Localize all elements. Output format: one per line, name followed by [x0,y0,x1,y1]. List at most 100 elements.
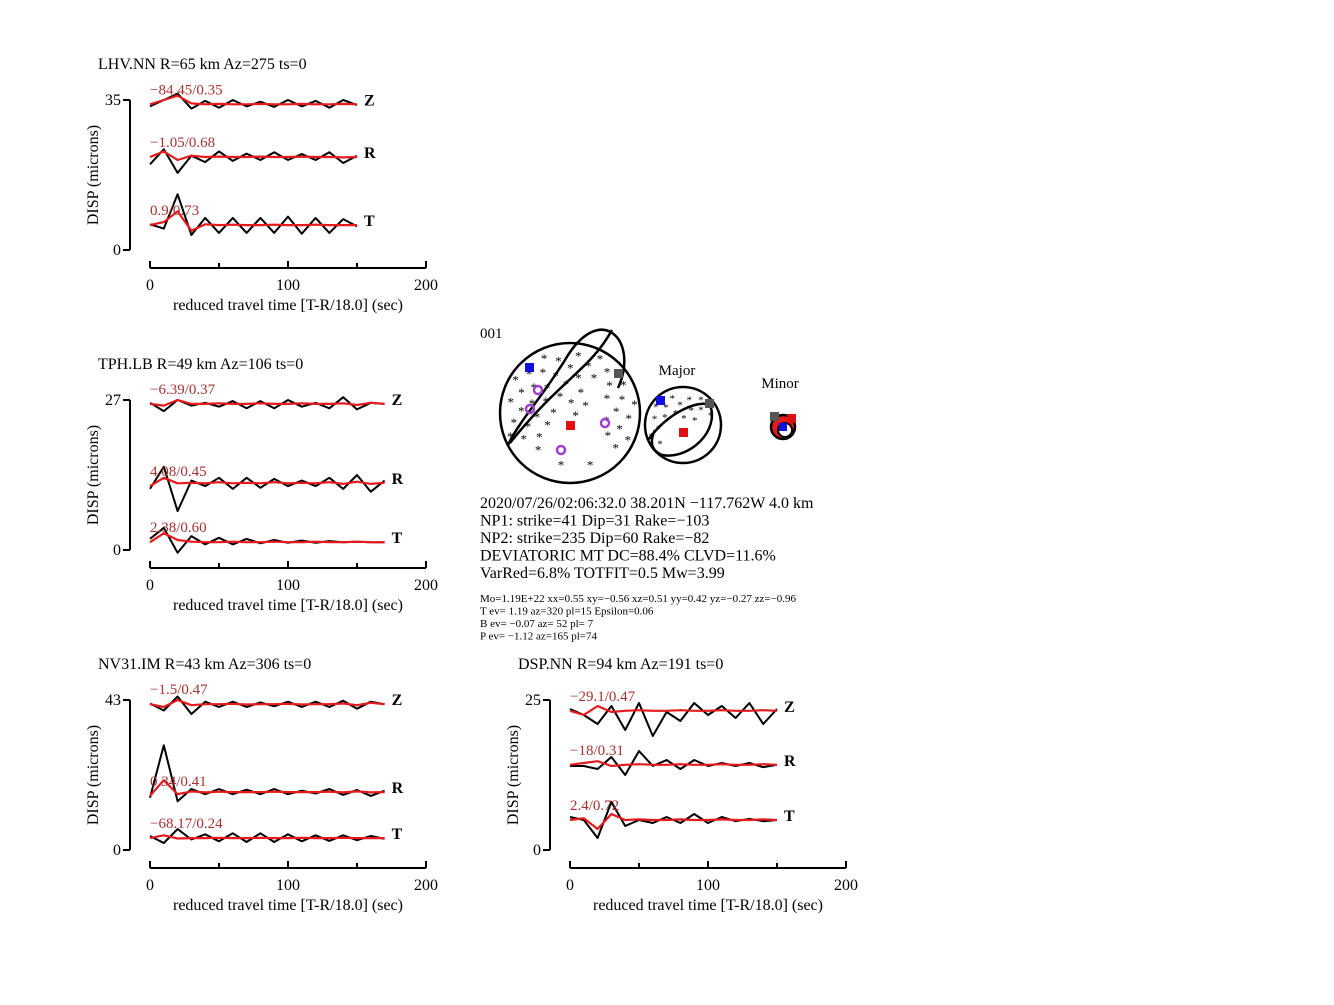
polarity-star: * [631,397,638,412]
polarity-star: * [698,405,704,417]
x-tick-label: 200 [834,877,858,894]
polarity-star: * [653,402,659,414]
y-axis-label: DISP (microns) [85,425,102,525]
polarity-star: * [585,359,592,374]
polarity-star: * [540,365,547,380]
component-label: Z [392,392,403,409]
detail-line: B ev= −0.07 az= 52 pl= 7 [480,618,594,630]
polarity-star: * [550,405,557,420]
waveform-panel: DSP.NN R=94 km Az=191 ts=0 DISP (microns)… [505,656,858,914]
detail-line: Mo=1.19E+22 xx=0.55 xy=−0.56 xz=0.51 yy=… [480,593,797,605]
fit-label: 0.34/0.41 [150,774,207,790]
polarity-star: * [662,412,668,424]
synthetic-trace [149,150,358,162]
fit-label: 0.9/0.73 [150,203,199,219]
x-tick-label: 200 [414,877,438,894]
focal-mechanism: 001 Major Minor *** ************ *********… [480,326,814,643]
beachball [498,341,642,485]
fit-label: −6.39/0.37 [150,382,216,398]
polarity-star: * [544,417,551,432]
polarity-star: * [525,419,532,434]
y-tick-label: 0 [113,542,121,559]
polarity-star: * [613,404,620,419]
polarity-star: * [616,422,623,437]
component-label: Z [784,699,795,716]
polarity-star: * [578,385,585,400]
polarity-star: * [507,394,514,409]
polarity-star: * [526,367,533,382]
polarity-star: * [606,378,613,393]
polarity-star: * [575,371,582,386]
polarity-star: * [597,352,604,367]
fit-label: −68.17/0.24 [150,816,223,832]
component-label: Z [364,92,375,109]
component-label: R [364,145,376,162]
mechanism-info: 2020/07/26/02:06:32.0 38.201N −117.762W … [480,495,814,643]
polarity-stars: *** ************ ****************** *******… [507,349,713,473]
polarity-star: * [620,378,627,393]
waveform-panel: LHV.NN R=65 km Az=275 ts=0 DISP (microns)… [85,56,438,314]
x-tick-label: 0 [146,277,154,294]
synthetic-trace [569,704,778,717]
synthetic-trace [569,760,778,768]
panel-title: NV31.IM R=43 km Az=306 ts=0 [98,656,311,673]
synthetic-trace [569,812,778,831]
panel-title: TPH.LB R=49 km Az=106 ts=0 [98,356,303,373]
polarity-star: * [688,405,694,417]
b-axis [770,412,779,421]
waveform-panel: NV31.IM R=43 km Az=306 ts=0 DISP (microns… [85,656,438,914]
polarity-star: * [520,432,527,447]
station-circle [555,444,567,456]
p-axis [566,421,575,430]
t-axis [525,363,534,372]
component-label: T [392,530,403,547]
t-axis [779,423,787,431]
polarity-star: * [568,396,575,411]
polarity-star: * [605,428,612,443]
synthetic-trace [149,779,385,797]
event-id: 001 [480,326,503,342]
component-label: R [392,780,404,797]
component-label: R [392,471,404,488]
x-tick-label: 100 [696,877,720,894]
x-tick-label: 200 [414,577,438,594]
y-tick-label: 0 [113,842,121,859]
detail-line: P ev= −1.12 az=165 pl=74 [480,631,597,643]
polarity-star: * [582,398,589,413]
station-circle [524,403,536,415]
minor-label: Minor [761,376,799,392]
station-circle [532,384,544,396]
polarity-star: * [529,396,536,411]
polarity-star: * [604,364,611,379]
y-tick-label: 27 [105,392,121,409]
fit-label: −29.1/0.47 [570,689,636,705]
synthetic-trace [149,94,358,106]
polarity-star: * [619,392,626,407]
info-line: NP1: strike=41 Dip=31 Rake=−103 [480,513,709,530]
polarity-star: * [677,399,683,411]
polarity-star: * [708,410,714,422]
info-line: 2020/07/26/02:06:32.0 38.201N −117.762W … [480,495,814,512]
fit-label: −1.5/0.47 [150,682,208,698]
x-tick-label: 0 [146,877,154,894]
waveform-panel: TPH.LB R=49 km Az=106 ts=0 DISP (microns)… [85,356,438,614]
synthetic-trace [149,698,385,709]
major-label: Major [659,363,696,379]
polarity-star: * [541,351,548,366]
station-circle [599,417,611,429]
synthetic-trace [149,532,385,544]
info-line: VarRed=6.8% TOTFIT=0.5 Mw=3.99 [480,565,725,582]
polarity-star: * [536,429,543,444]
p-axis [679,428,688,437]
p-axis [787,414,796,423]
observed-trace [149,148,358,174]
component-label: Z [392,692,403,709]
synthetic-trace [149,476,385,488]
component-label: R [784,753,796,770]
component-label: T [392,826,403,843]
polarity-star: * [575,349,582,364]
fit-label: 4.08/0.45 [150,464,207,480]
fit-label: 2.38/0.60 [150,520,207,536]
synthetic-trace [149,834,385,840]
nodal-plane [506,328,626,446]
